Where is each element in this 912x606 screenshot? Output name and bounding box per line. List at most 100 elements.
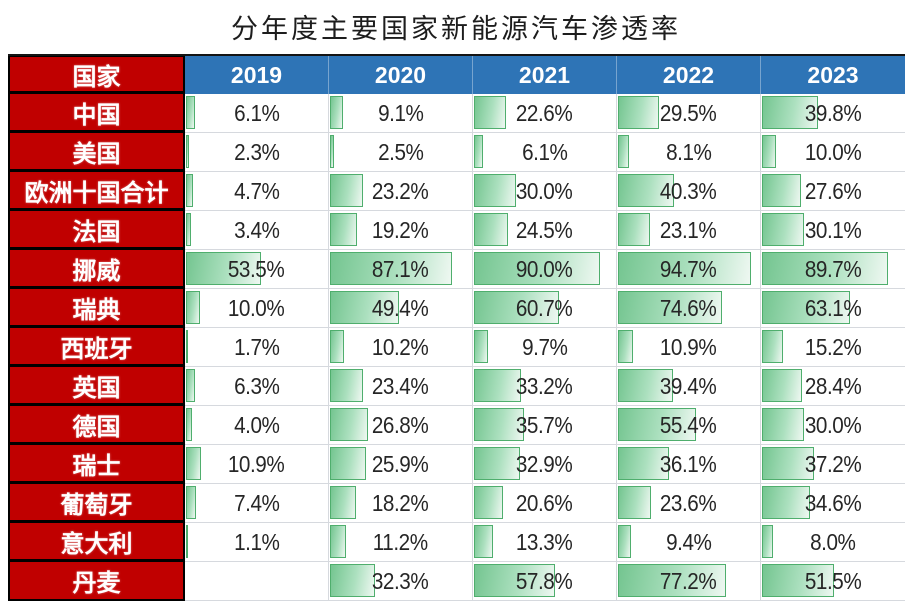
data-bar <box>618 486 651 519</box>
value-label: 24.5% <box>516 216 573 243</box>
data-bar <box>474 252 600 285</box>
value-cell: 32.9% <box>473 445 617 484</box>
country-cell: 瑞士 <box>8 445 185 484</box>
value-label: 55.4% <box>660 411 717 438</box>
value-label: 40.3% <box>660 177 717 204</box>
value-cell: 19.2% <box>329 211 473 250</box>
value-cell: 2.5% <box>329 133 473 172</box>
data-bar <box>618 369 674 402</box>
value-label: 23.6% <box>660 489 717 516</box>
data-bar <box>186 447 202 480</box>
data-bar <box>474 525 493 558</box>
table-row: 中国 6.1% 9.1% 22.6% 29.5% 39.8% <box>8 94 905 133</box>
value-cell: 30.0% <box>761 406 905 445</box>
data-bar <box>618 213 651 246</box>
value-cell: 40.3% <box>617 172 761 211</box>
value-cell: 6.3% <box>185 367 329 406</box>
data-bar <box>762 213 805 246</box>
data-bar <box>618 330 634 363</box>
value-cell: 32.3% <box>329 562 473 601</box>
value-cell: 35.7% <box>473 406 617 445</box>
value-cell: 9.7% <box>473 328 617 367</box>
data-bar <box>474 486 503 519</box>
value-label: 23.2% <box>372 177 429 204</box>
value-label: 9.1% <box>377 99 424 126</box>
value-label: 53.5% <box>228 255 285 282</box>
value-label: 39.8% <box>804 99 862 126</box>
country-cell: 葡萄牙 <box>8 484 185 523</box>
value-cell: 29.5% <box>617 94 761 133</box>
data-bar <box>762 408 804 441</box>
value-label: 28.4% <box>804 372 862 399</box>
data-bar <box>474 135 483 168</box>
value-cell: 63.1% <box>761 289 905 328</box>
value-cell: 3.4% <box>185 211 329 250</box>
data-bar <box>474 369 521 402</box>
data-bar <box>330 408 368 441</box>
value-label: 90.0% <box>516 255 573 282</box>
value-label: 10.0% <box>804 138 862 165</box>
value-label: 11.2% <box>373 528 428 555</box>
year-header-2019: 2019 <box>185 56 329 94</box>
value-label: 30.0% <box>516 177 573 204</box>
data-bar <box>618 252 751 285</box>
value-label: 30.0% <box>804 411 862 438</box>
value-cell: 23.2% <box>329 172 473 211</box>
value-label: 23.1% <box>660 216 717 243</box>
value-label: 10.2% <box>372 333 429 360</box>
country-cell: 中国 <box>8 94 185 133</box>
value-label: 63.1% <box>804 294 862 321</box>
value-cell: 87.1% <box>329 250 473 289</box>
data-bar <box>330 96 343 129</box>
year-header-2022: 2022 <box>617 56 761 94</box>
country-cell: 瑞典 <box>8 289 185 328</box>
data-bar <box>762 369 802 402</box>
value-cell: 74.6% <box>617 289 761 328</box>
value-label: 87.1% <box>372 255 429 282</box>
data-bar <box>762 174 801 207</box>
value-cell: 6.1% <box>185 94 329 133</box>
value-label: 10.9% <box>228 450 285 477</box>
value-cell: 7.4% <box>185 484 329 523</box>
country-cell: 西班牙 <box>8 328 185 367</box>
value-label: 49.4% <box>372 294 429 321</box>
value-label: 2.5% <box>377 138 424 165</box>
value-label: 4.0% <box>233 411 280 438</box>
value-cell: 2.3% <box>185 133 329 172</box>
data-bar <box>762 447 815 480</box>
value-cell: 27.6% <box>761 172 905 211</box>
value-label: 9.7% <box>521 333 568 360</box>
data-bar <box>330 486 356 519</box>
value-label: 15.2% <box>804 333 862 360</box>
value-cell: 1.1% <box>185 523 329 562</box>
value-label: 37.2% <box>804 450 862 477</box>
table-row: 丹麦 32.3% 57.8% 77.2% 51.5% <box>8 562 905 601</box>
value-label: 57.8% <box>516 567 573 594</box>
value-cell: 49.4% <box>329 289 473 328</box>
data-bar <box>186 330 189 363</box>
country-cell: 德国 <box>8 406 185 445</box>
country-cell: 法国 <box>8 211 185 250</box>
data-bar <box>330 525 346 558</box>
value-cell: 55.4% <box>617 406 761 445</box>
data-bar <box>186 252 261 285</box>
value-label: 3.4% <box>233 216 280 243</box>
value-label: 18.2% <box>372 489 429 516</box>
value-cell: 60.7% <box>473 289 617 328</box>
value-label: 13.3% <box>516 528 573 555</box>
value-label: 7.4% <box>233 489 280 516</box>
table-row: 英国 6.3% 23.4% 33.2% 39.4% 28.4% <box>8 367 905 406</box>
value-cell: 23.4% <box>329 367 473 406</box>
data-bar <box>330 330 345 363</box>
value-label: 1.1% <box>233 528 280 555</box>
value-cell: 26.8% <box>329 406 473 445</box>
table-row: 西班牙 1.7% 10.2% 9.7% 10.9% 15.2% <box>8 328 905 367</box>
value-cell: 57.8% <box>473 562 617 601</box>
table-row: 意大利 1.1% 11.2% 13.3% 9.4% 8.0% <box>8 523 905 562</box>
data-bar <box>762 525 774 558</box>
data-bar <box>474 174 516 207</box>
table-row: 瑞士 10.9% 25.9% 32.9% 36.1% 37.2% <box>8 445 905 484</box>
value-label: 33.2% <box>516 372 573 399</box>
year-header-2021: 2021 <box>473 56 617 94</box>
value-cell: 36.1% <box>617 445 761 484</box>
